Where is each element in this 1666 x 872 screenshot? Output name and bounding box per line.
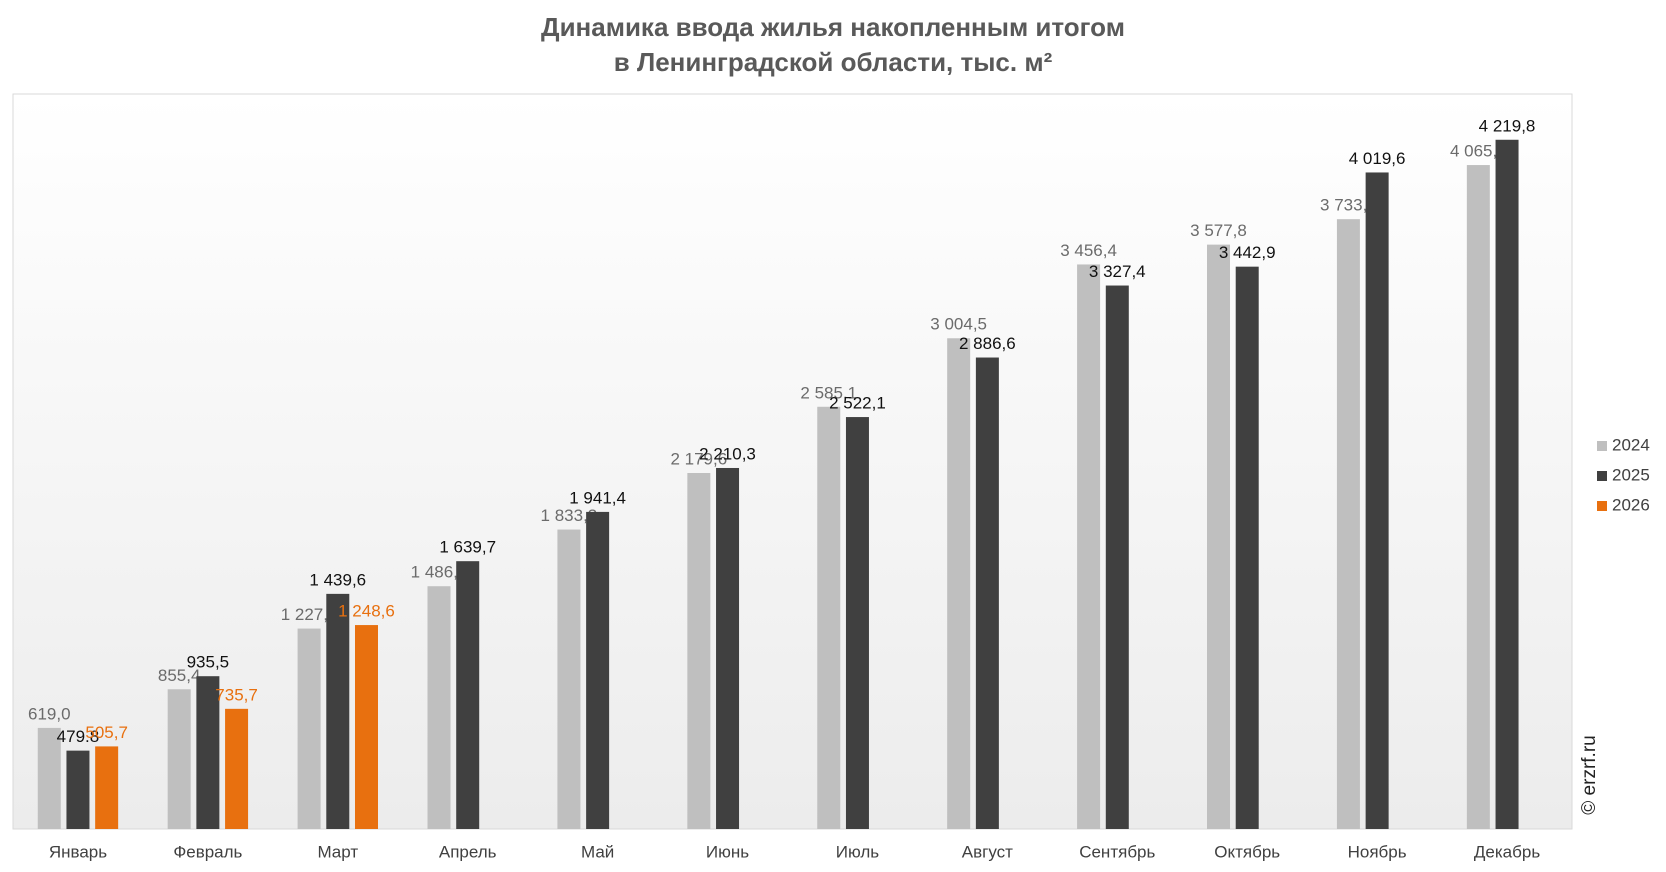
bar [427,586,451,829]
bar [1235,266,1259,829]
value-label: 1 486,5 [411,563,468,582]
bar [1466,165,1490,830]
watermark: © erzrf.ru [1579,735,1600,814]
value-label: 2 179,6 [670,449,727,468]
x-tick-label: Сентябрь [1079,842,1155,861]
value-label: 3 733,6 [1320,196,1377,215]
x-tick-label: Январь [49,842,107,861]
value-label: 1 227,2 [281,605,338,624]
legend-swatch [1597,501,1607,511]
value-label: 3 577,8 [1190,221,1247,240]
bar [975,357,999,829]
chart-title: Динамика ввода жилья накопленным итогом [541,12,1125,42]
bar [196,676,220,829]
value-label: 855,4 [158,666,201,685]
value-label: 619,0 [28,704,71,723]
value-label: 1 439,6 [309,570,366,589]
value-label: 4 065,0 [1450,142,1507,161]
bar [225,708,249,829]
bar [817,406,841,829]
value-label: 3 004,5 [930,315,987,334]
value-label: 4 019,6 [1349,149,1406,168]
value-label: 479.8 [57,727,100,746]
value-label: 735,7 [215,685,258,704]
x-tick-label: Май [581,842,614,861]
value-label: 2 522,1 [829,394,886,413]
value-label: 4 219,8 [1479,116,1536,135]
bar [1105,285,1129,829]
value-label: 505,7 [85,723,128,742]
x-tick-label: Июль [836,842,880,861]
bar [947,338,971,829]
bar [297,628,321,829]
bar [1207,244,1231,830]
bar [1336,219,1360,830]
legend-label: 2026 [1612,495,1650,514]
bar [354,625,378,829]
bar [845,417,869,829]
x-tick-label: Апрель [439,842,497,861]
value-label: 1 833,3 [541,506,598,525]
bar [557,529,581,829]
plot-area [12,93,1573,830]
legend-swatch [1597,441,1607,451]
value-label: 1 941,4 [569,488,626,507]
x-tick-label: Ноябрь [1348,842,1407,861]
x-tick-label: Декабрь [1474,842,1540,861]
x-tick-label: Октябрь [1214,842,1280,861]
x-tick-label: Август [962,842,1013,861]
bar [66,750,90,829]
value-label: 2 210,3 [699,444,756,463]
bar [1495,139,1519,830]
value-label: 3 456,4 [1060,241,1117,260]
bar [456,561,480,829]
bar [1077,264,1101,829]
value-label: 2 886,6 [959,334,1016,353]
x-tick-label: Февраль [173,842,242,861]
bar [95,746,119,829]
value-label: 1 248,6 [338,602,395,621]
legend-label: 2025 [1612,465,1650,484]
x-tick-label: Июнь [706,842,749,861]
legend-label: 2024 [1612,435,1650,454]
value-label: 1 639,7 [439,538,496,557]
bar [586,511,610,829]
bar [37,727,61,829]
bar [716,467,740,829]
value-label: 3 327,4 [1089,262,1146,281]
legend-swatch [1597,471,1607,481]
value-label: 3 442,9 [1219,243,1276,262]
bar [1365,172,1389,829]
x-tick-label: Март [317,842,358,861]
bar [687,472,711,829]
value-label: 2 585,1 [800,383,857,402]
bar [167,689,191,829]
bar [326,593,350,829]
value-label: 935,5 [187,653,230,672]
chart-title: в Ленинградской области, тыс. м² [614,47,1053,77]
